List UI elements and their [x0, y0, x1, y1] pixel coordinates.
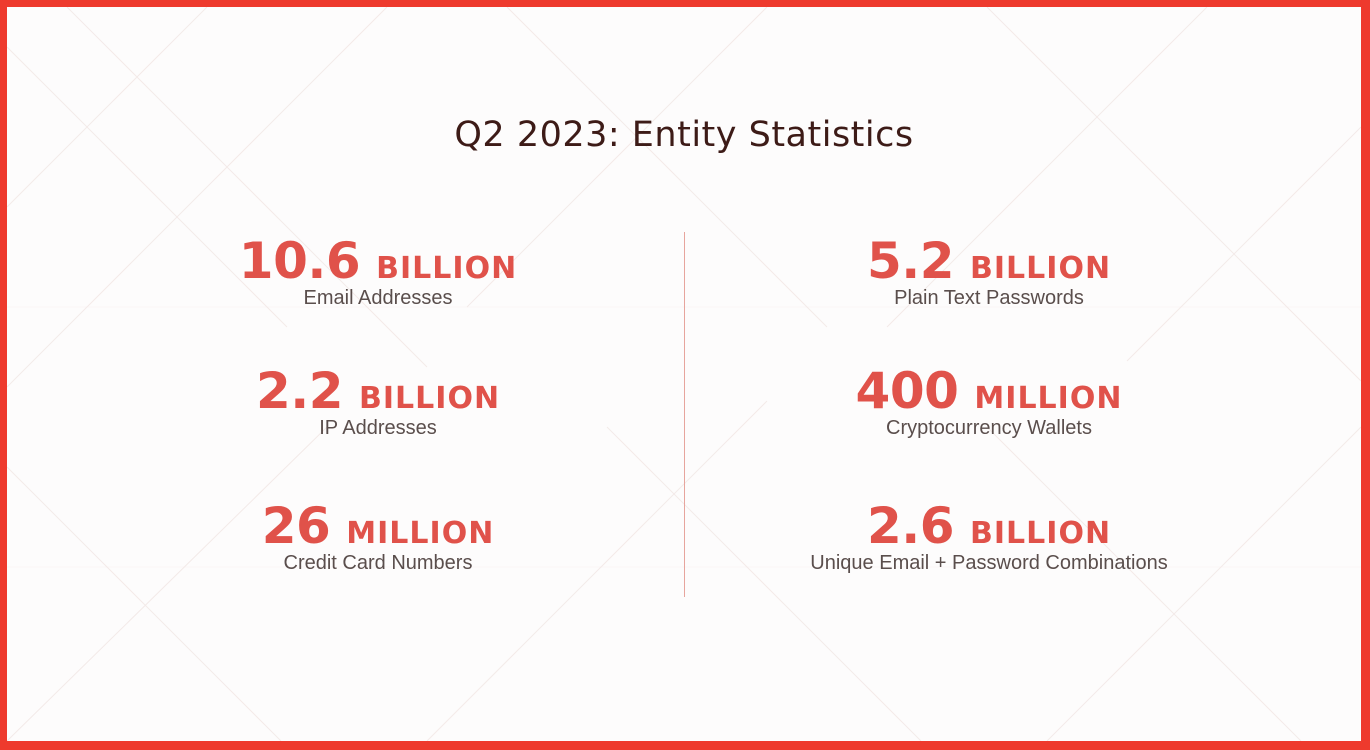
stat-unit: BILLION [359, 381, 501, 416]
stat-label: Cryptocurrency Wallets [886, 417, 1092, 439]
stat-email-password-combinations: 2.6 BILLION Unique Email + Password Combi… [729, 500, 1249, 575]
stat-figure: 2.6 BILLION [729, 500, 1249, 552]
stat-plain-text-passwords: 5.2 BILLION Plain Text Passwords [729, 235, 1249, 310]
stat-unit: MILLION [974, 381, 1123, 416]
stat-figure: 2.2 BILLION [118, 365, 638, 417]
stat-label: Email Addresses [303, 287, 453, 309]
stat-value: 2.6 [866, 497, 955, 555]
stat-figure: 10.6 BILLION [118, 235, 638, 287]
column-divider [684, 232, 685, 597]
stat-value: 400 [855, 362, 959, 420]
stat-figure: 26 MILLION [118, 500, 638, 552]
stat-label: Plain Text Passwords [894, 287, 1084, 309]
stat-value: 26 [261, 497, 331, 555]
stat-label: Unique Email + Password Combinations [810, 552, 1168, 574]
stat-figure: 400 MILLION [729, 365, 1249, 417]
stat-ip-addresses: 2.2 BILLION IP Addresses [118, 365, 638, 440]
stat-value: 5.2 [866, 232, 955, 290]
stat-unit: BILLION [970, 516, 1112, 551]
stat-label: IP Addresses [319, 417, 437, 439]
stat-cryptocurrency-wallets: 400 MILLION Cryptocurrency Wallets [729, 365, 1249, 440]
stat-label: Credit Card Numbers [283, 552, 473, 574]
stat-unit: MILLION [346, 516, 495, 551]
stat-unit: BILLION [970, 251, 1112, 286]
stat-figure: 5.2 BILLION [729, 235, 1249, 287]
stat-unit: BILLION [376, 251, 518, 286]
stat-email-addresses: 10.6 BILLION Email Addresses [118, 235, 638, 310]
page-title: Q2 2023: Entity Statistics [454, 115, 914, 155]
stat-value: 2.2 [255, 362, 344, 420]
stat-credit-card-numbers: 26 MILLION Credit Card Numbers [118, 500, 638, 575]
stat-value: 10.6 [238, 232, 361, 290]
